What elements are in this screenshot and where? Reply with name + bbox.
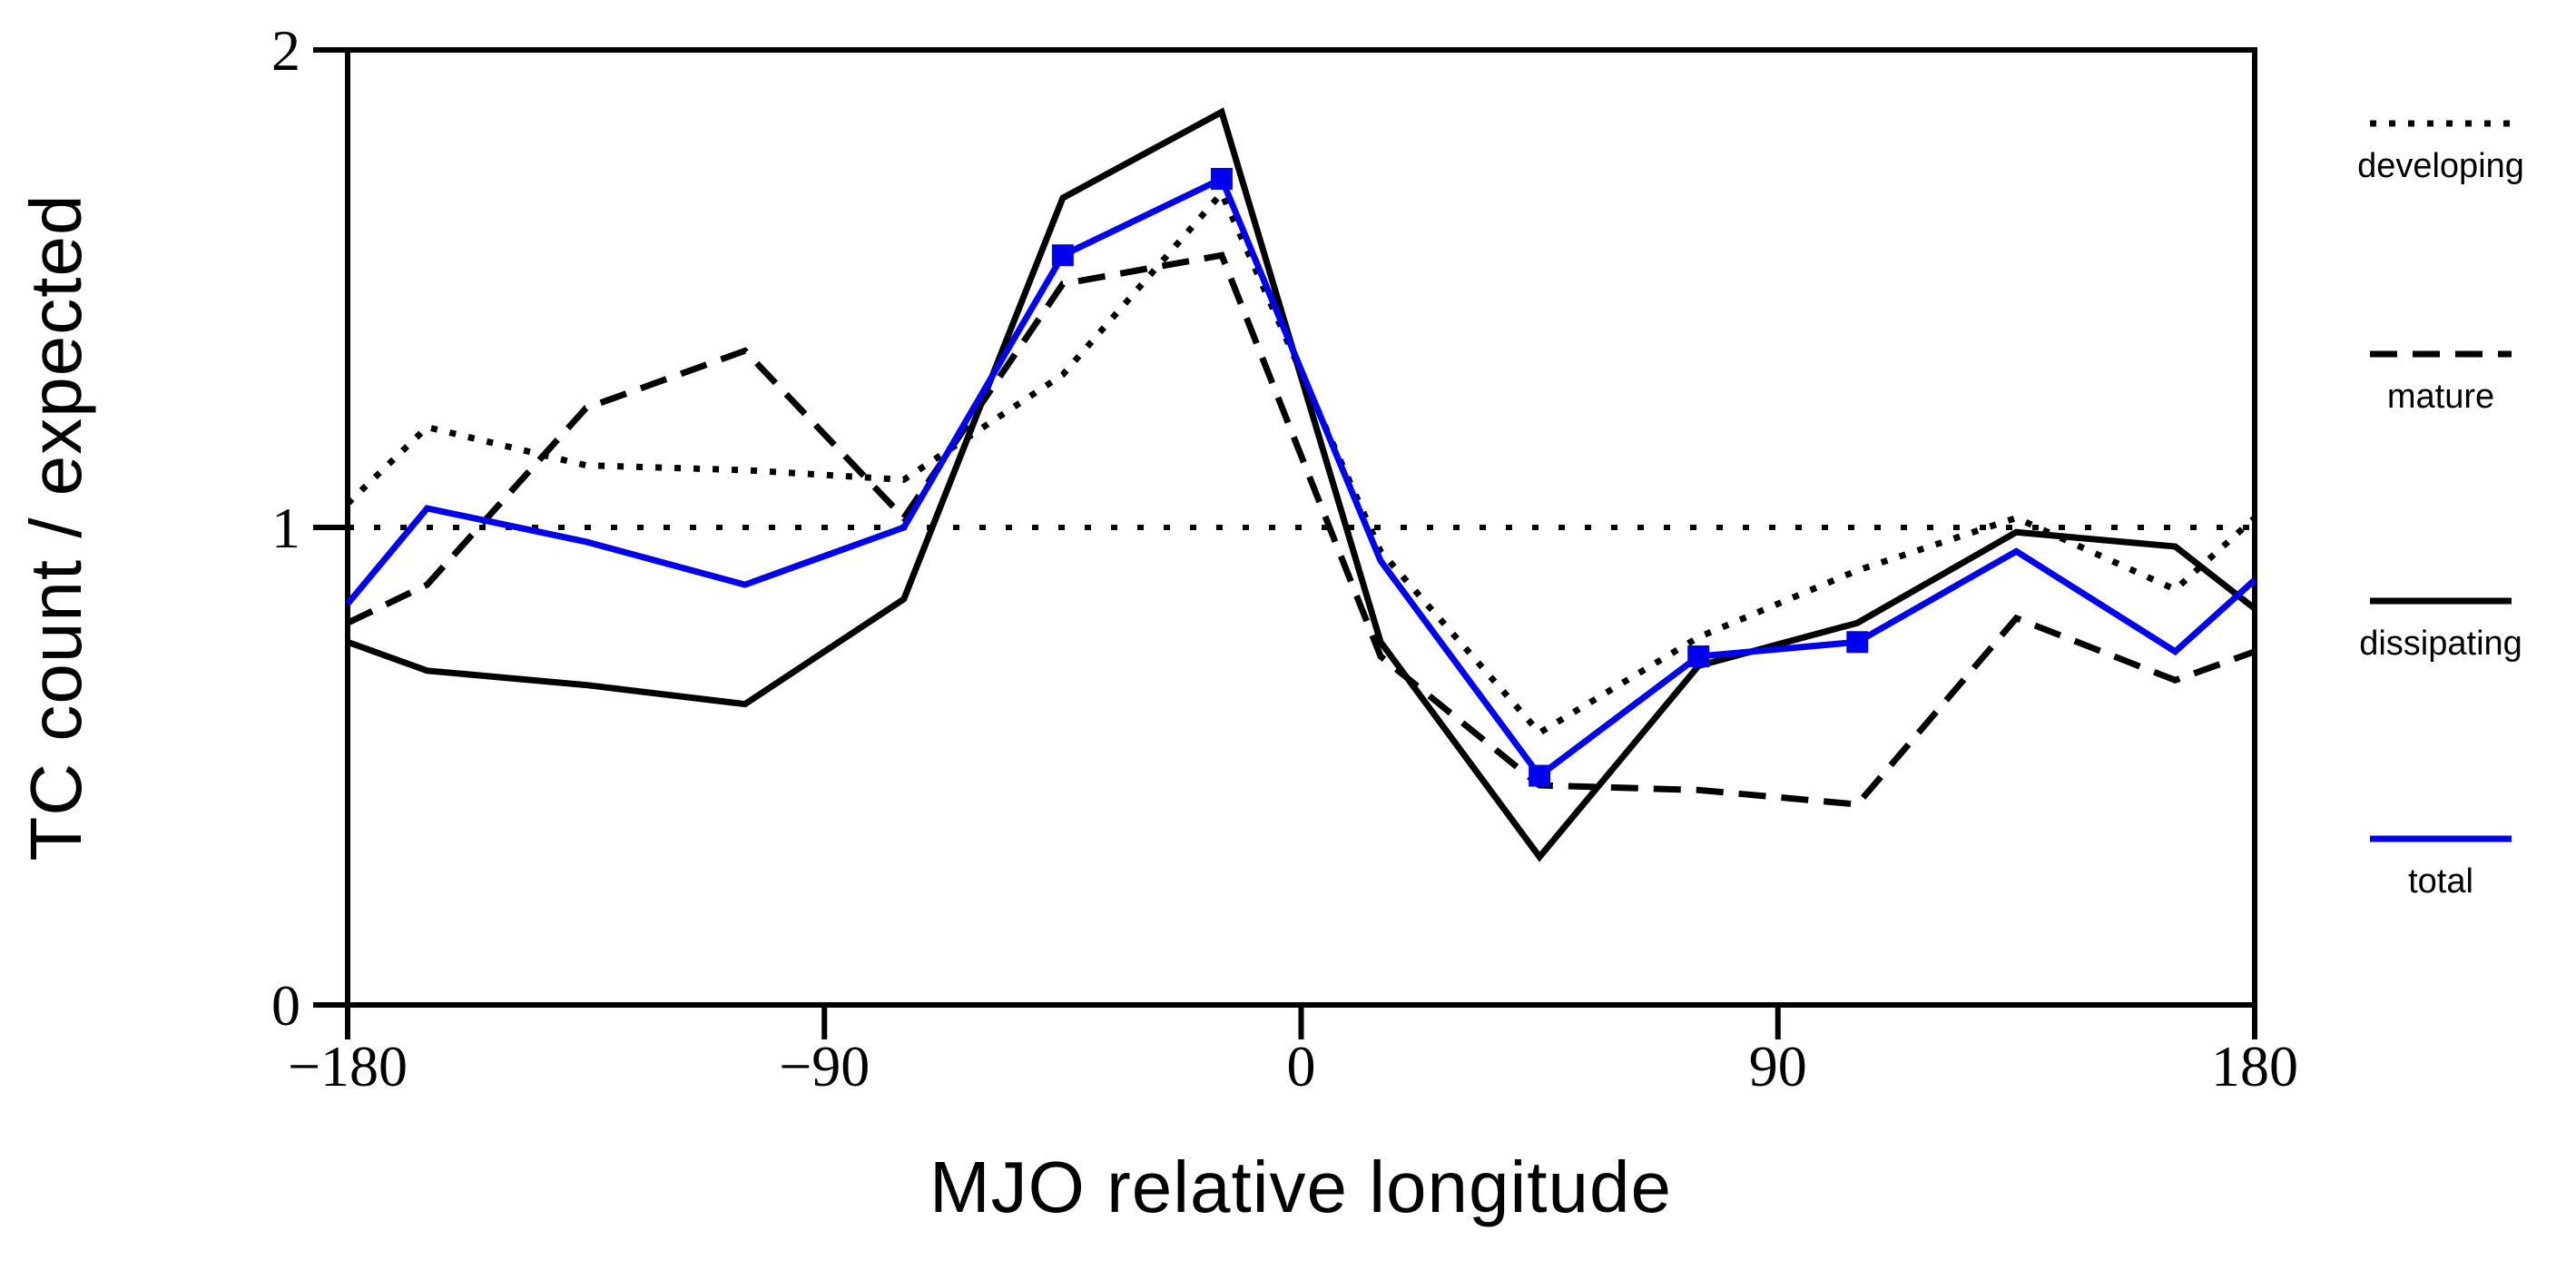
series-line-dissipating [346,107,2257,862]
legend-item-total: total [2306,821,2576,901]
dotted-line-swatch-icon [2370,120,2512,127]
legend-item-dissipating: dissipating [2306,583,2576,664]
solid-black-line-swatch-icon [2370,597,2512,605]
x-tick-label: 180 [2211,1034,2298,1098]
x-axis-title: MJO relative longitude [929,1147,1672,1227]
legend-item-mature: mature [2306,336,2576,417]
x-tick-label: −180 [288,1034,408,1098]
x-tick-label: 0 [1287,1034,1316,1098]
x-tick-label: −90 [779,1034,870,1098]
series-line-total [345,174,2257,781]
legend-item-label: developing [2357,147,2524,185]
marker-total [1529,764,1551,787]
x-tick-label: 90 [1749,1034,1807,1098]
marker-total [1051,244,1074,267]
legend-item-label: mature [2386,378,2495,416]
legend-item-developing: developing [2306,105,2576,186]
solid-blue-line-swatch-icon [2370,835,2512,842]
legend-item-label: total [2408,862,2473,901]
marker-total [1210,168,1233,191]
legend: developing mature dissipating total [2306,0,2576,1280]
y-axis-title: TC count / expected [15,193,96,862]
marker-total [1687,645,1710,668]
y-tick-label: 0 [271,973,300,1038]
dashed-line-swatch-icon [2370,350,2512,358]
legend-item-label: dissipating [2359,625,2522,663]
series-line-mature [346,251,2256,808]
marker-total [1846,631,1869,654]
y-tick-label: 1 [271,496,300,560]
y-tick-label: 2 [271,18,300,83]
